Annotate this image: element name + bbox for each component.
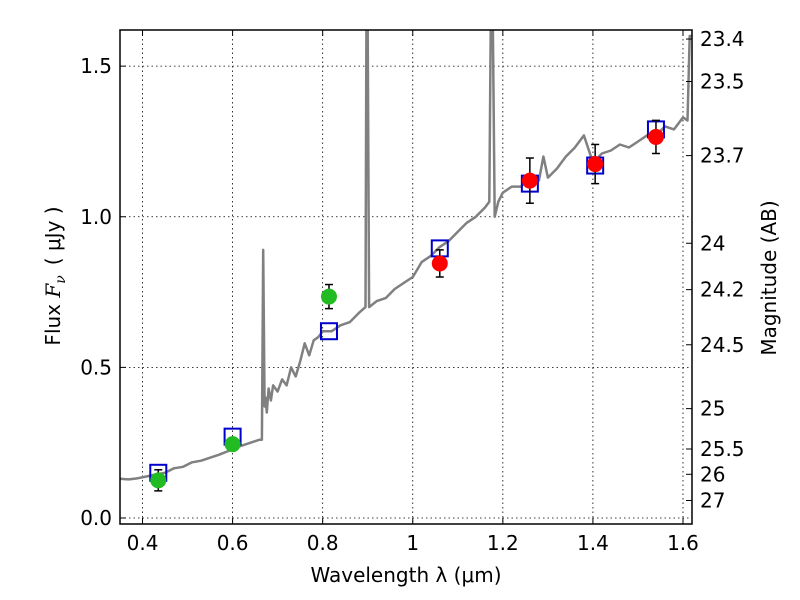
observed-data-point bbox=[521, 172, 538, 189]
model-photometry-point bbox=[319, 322, 338, 341]
x-axis-title: Wavelength λ (μm) bbox=[310, 563, 501, 587]
y2-tick-label: 25 bbox=[700, 397, 725, 421]
observed-data-point bbox=[150, 472, 167, 489]
y2-tick-label: 24.2 bbox=[700, 278, 745, 302]
y2-axis-title: Magnitude (AB) bbox=[757, 200, 781, 355]
x-tick-label: 1.2 bbox=[487, 531, 519, 555]
y-tick-label: 0.0 bbox=[80, 506, 112, 530]
plot-area bbox=[120, 30, 692, 492]
y-axis-title-unit: ( μJy ) bbox=[41, 206, 65, 265]
spectrum-line bbox=[120, 30, 692, 481]
observed-data-point bbox=[431, 255, 448, 272]
ticks: 0.4 0.6 0.8 1 1.2 1.4 1.6 0.0 0.5 1.0 1.5 23.4 23.5 2… bbox=[80, 27, 744, 555]
y-axis-title-sub: ν bbox=[53, 275, 69, 284]
y2-tick-label: 27 bbox=[700, 489, 725, 513]
y2-tick-label: 24 bbox=[700, 231, 725, 255]
x-tick-label: 0.6 bbox=[217, 531, 249, 555]
y-tick-label: 1.0 bbox=[80, 205, 112, 229]
observed-data-point bbox=[224, 436, 241, 453]
axes-frame bbox=[119, 29, 693, 525]
y-axis-title: Flux Fν ( μJy ) bbox=[41, 206, 69, 345]
y2-tick-label: 26 bbox=[700, 462, 725, 486]
x-tick-label: 0.8 bbox=[307, 531, 339, 555]
y-tick-label: 0.5 bbox=[80, 355, 112, 379]
x-tick-label: 1.4 bbox=[577, 531, 609, 555]
x-tick-label: 0.4 bbox=[127, 531, 159, 555]
observed-data-point bbox=[320, 288, 337, 305]
x-tick-label: 1.6 bbox=[667, 531, 699, 555]
y-axis-title-prefix: Flux bbox=[41, 298, 65, 346]
observed-data-point bbox=[587, 156, 604, 173]
grid bbox=[120, 30, 692, 524]
y2-tick-label: 23.5 bbox=[700, 70, 745, 94]
x-tick-label: 1 bbox=[406, 531, 419, 555]
observed-data-point bbox=[647, 128, 664, 145]
y-axis-title-var: F bbox=[41, 283, 65, 299]
y2-tick-label: 24.5 bbox=[700, 333, 745, 357]
y2-tick-label: 23.4 bbox=[700, 27, 745, 51]
y2-tick-label: 25.5 bbox=[700, 437, 745, 461]
y-tick-label: 1.5 bbox=[80, 54, 112, 78]
y2-tick-label: 23.7 bbox=[700, 144, 745, 168]
